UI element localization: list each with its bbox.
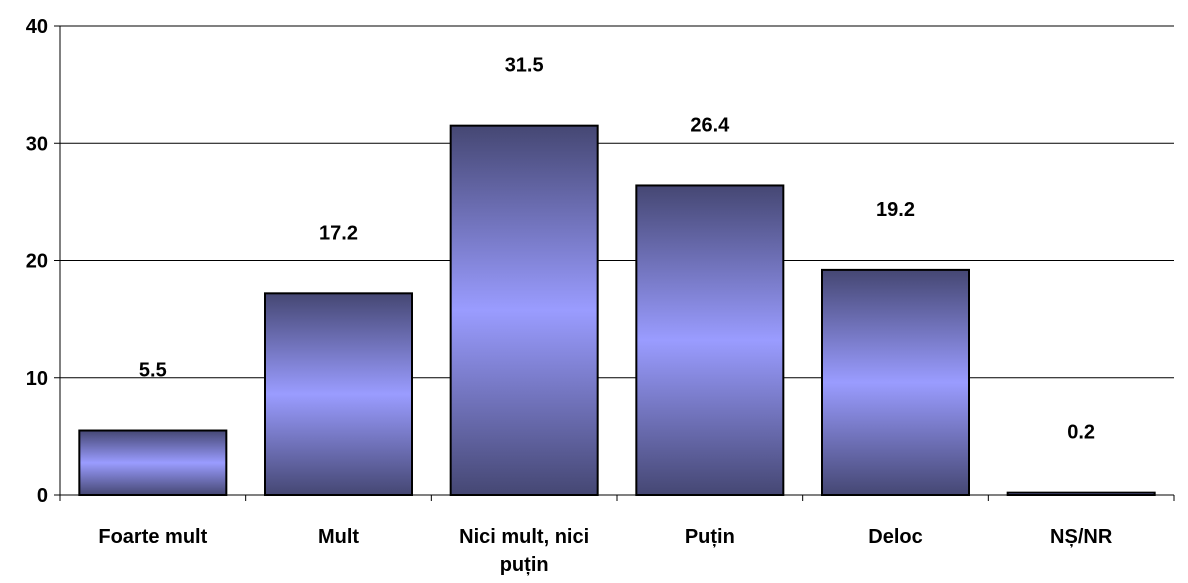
axes (59, 26, 1175, 501)
x-tick-label-line: puțin (500, 554, 549, 576)
x-tick-label-line: Mult (318, 526, 359, 548)
x-tick-label: Nici mult, nici puțin (459, 526, 589, 576)
data-label: 17.2 (319, 222, 358, 244)
data-labels: 5.5 17.2 31.5 26.4 19.2 0.2 (139, 55, 1095, 444)
x-tick-label-line: Puțin (685, 526, 735, 548)
y-tick-label: 20 (26, 251, 48, 273)
y-tick-label: 0 (37, 485, 48, 507)
y-tick-label: 40 (26, 16, 48, 38)
x-axis-labels: Foarte mult Mult Nici mult, nici puțin Puțin… (98, 526, 1112, 576)
bar (264, 292, 413, 496)
y-tick-label: 10 (26, 368, 48, 390)
x-tick-label: Puțin (685, 526, 735, 548)
bars (78, 124, 1156, 497)
x-tick-label-line: Foarte mult (98, 526, 207, 548)
data-label: 5.5 (139, 360, 167, 382)
x-tick-label: NȘ/NR (1050, 526, 1113, 548)
bar (821, 268, 970, 496)
x-tick-label-line: Nici mult, nici (459, 526, 589, 548)
data-label: 0.2 (1067, 422, 1095, 444)
bar (449, 124, 599, 496)
y-tick-label: 30 (26, 133, 48, 155)
x-tick-label-line: Deloc (868, 526, 922, 548)
gridlines (60, 25, 1174, 379)
x-tick-label: Mult (318, 526, 359, 548)
x-tick-label-line: NȘ/NR (1050, 526, 1113, 548)
x-tick-label: Deloc (868, 526, 922, 548)
y-axis-ticks: 0 10 20 30 40 (26, 16, 60, 507)
bar (78, 429, 228, 497)
data-label: 31.5 (505, 55, 544, 77)
x-tick-label: Foarte mult (98, 526, 207, 548)
data-label: 19.2 (876, 199, 915, 221)
bar (635, 184, 785, 497)
data-label: 26.4 (690, 114, 730, 136)
